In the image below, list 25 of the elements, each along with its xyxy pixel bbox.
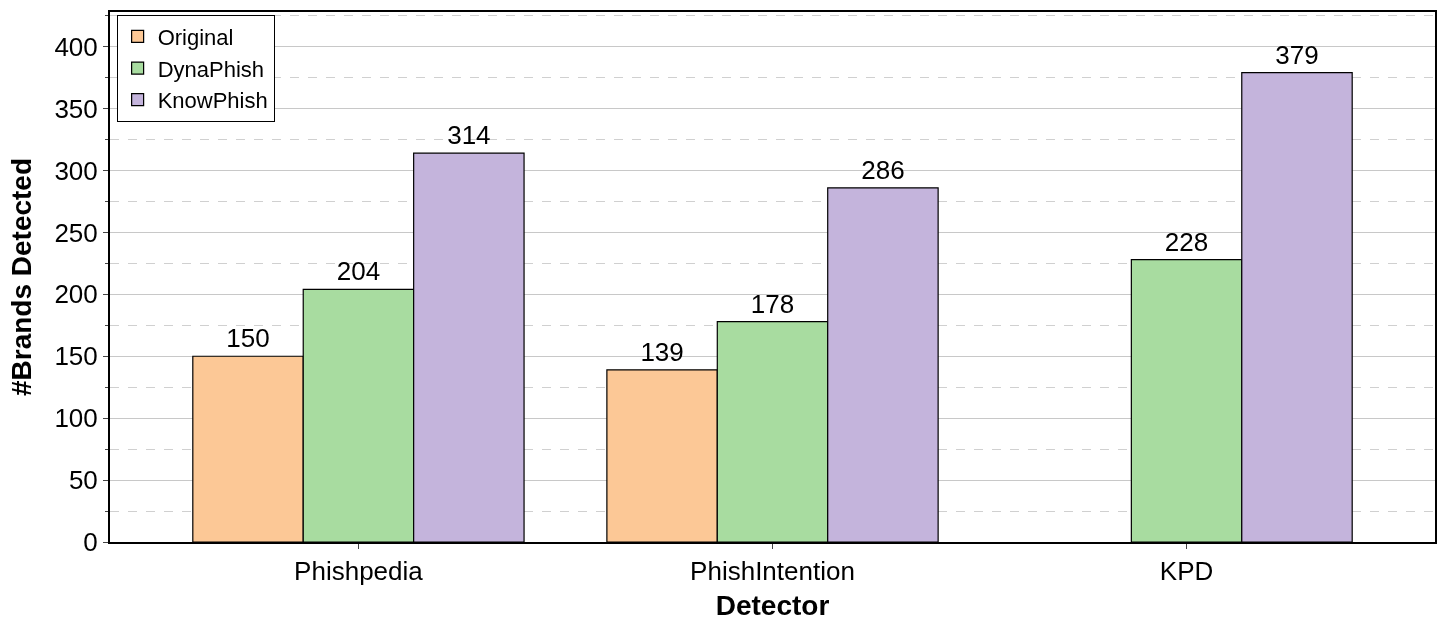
y-tick-label: 200 — [54, 279, 98, 310]
data-label: 139 — [640, 336, 684, 367]
y-tick-label: 100 — [54, 403, 98, 434]
y-tick-label: 400 — [54, 31, 98, 62]
y-tick-label: 150 — [54, 341, 98, 372]
y-tick-label: 50 — [68, 465, 98, 496]
x-tick-label: PhishIntention — [690, 556, 855, 587]
y-tick-label: 350 — [54, 93, 98, 124]
y-axis-title: #Brands Detected — [5, 157, 37, 397]
x-tick-label: KPD — [1159, 556, 1214, 587]
data-label: 228 — [1164, 226, 1209, 257]
x-axis-title: Detector — [715, 589, 830, 621]
y-tick-label: 300 — [54, 155, 98, 186]
data-label: 379 — [1275, 39, 1319, 70]
data-label: 150 — [226, 323, 270, 354]
legend-label: Original — [157, 25, 234, 51]
legend-label: KnowPhish — [157, 88, 268, 114]
data-label: 204 — [336, 256, 381, 287]
y-tick-label: 0 — [83, 527, 98, 558]
data-label: 286 — [861, 154, 905, 185]
data-label: 314 — [447, 120, 491, 151]
x-tick-label: Phishpedia — [294, 556, 424, 587]
data-label: 178 — [750, 288, 795, 319]
legend-label: DynaPhish — [157, 56, 265, 82]
y-tick-label: 250 — [54, 217, 98, 248]
